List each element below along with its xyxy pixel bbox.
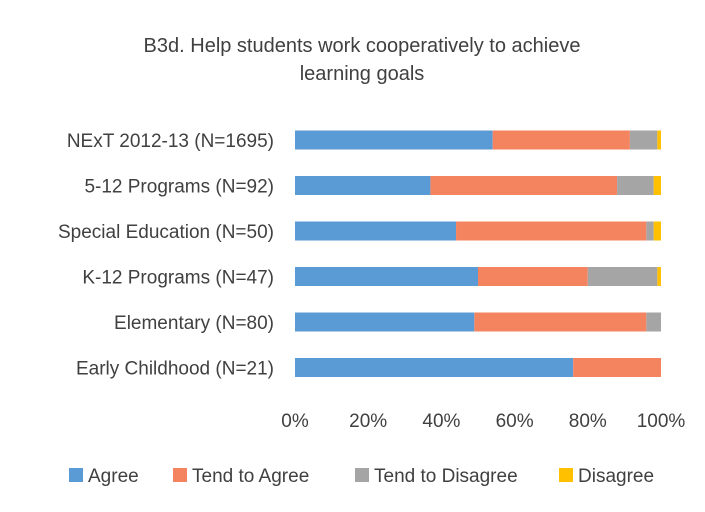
bar-tend-to-disagree bbox=[617, 176, 654, 195]
bar-tend-to-agree bbox=[430, 176, 617, 195]
x-tick-label: 40% bbox=[422, 411, 460, 432]
bar-tend-to-disagree bbox=[588, 267, 658, 286]
legend-swatch bbox=[69, 468, 83, 482]
legend-swatch bbox=[355, 468, 369, 482]
bar-disagree bbox=[657, 267, 661, 286]
bar-tend-to-disagree bbox=[646, 222, 653, 241]
category-label: NExT 2012-13 (N=1695) bbox=[67, 131, 274, 152]
category-label: Special Education (N=50) bbox=[58, 222, 274, 243]
bar-tend-to-agree bbox=[573, 358, 661, 377]
legend-label: Disagree bbox=[578, 466, 654, 487]
bar-disagree bbox=[654, 222, 661, 241]
category-axis: NExT 2012-13 (N=1695) 5-12 Programs (N=92… bbox=[58, 131, 274, 380]
x-tick-label: 100% bbox=[637, 411, 686, 432]
category-label: 5-12 Programs (N=92) bbox=[84, 177, 274, 198]
bar-agree bbox=[295, 131, 493, 150]
bar-tend-to-agree bbox=[493, 131, 630, 150]
category-label: K-12 Programs (N=47) bbox=[82, 268, 274, 289]
bar-agree bbox=[295, 267, 478, 286]
bar-tend-to-agree bbox=[456, 222, 646, 241]
bar-agree bbox=[295, 222, 456, 241]
bar-disagree bbox=[657, 131, 661, 150]
bar-disagree bbox=[654, 176, 661, 195]
legend-label: Tend to Disagree bbox=[374, 466, 518, 487]
chart-title-line-1: B3d. Help students work cooperatively to… bbox=[144, 35, 581, 57]
value-axis: 0% 20% 40% 60% 80% 100% bbox=[281, 411, 685, 432]
legend-label: Agree bbox=[88, 466, 139, 487]
legend-item-agree: Agree bbox=[69, 466, 139, 487]
x-tick-label: 20% bbox=[349, 411, 387, 432]
category-label: Elementary (N=80) bbox=[114, 313, 274, 334]
x-tick-label: 80% bbox=[569, 411, 607, 432]
x-tick-label: 0% bbox=[281, 411, 309, 432]
bar-tend-to-agree bbox=[474, 313, 646, 332]
bar-agree bbox=[295, 176, 430, 195]
legend: Agree Tend to Agree Tend to Disagree Disagr… bbox=[69, 466, 654, 487]
bar-tend-to-disagree bbox=[646, 313, 661, 332]
bar-tend-to-agree bbox=[478, 267, 588, 286]
legend-item-tend-to-disagree: Tend to Disagree bbox=[355, 466, 518, 487]
chart-title-line-2: learning goals bbox=[300, 63, 425, 85]
bar-agree bbox=[295, 313, 474, 332]
legend-swatch bbox=[559, 468, 573, 482]
chart-title: B3d. Help students work cooperatively to… bbox=[144, 35, 581, 85]
bar-agree bbox=[295, 358, 573, 377]
legend-swatch bbox=[173, 468, 187, 482]
legend-item-disagree: Disagree bbox=[559, 466, 654, 487]
x-tick-label: 60% bbox=[496, 411, 534, 432]
category-label: Early Childhood (N=21) bbox=[76, 359, 274, 380]
bar-tend-to-disagree bbox=[630, 131, 657, 150]
legend-label: Tend to Agree bbox=[192, 466, 309, 487]
legend-item-tend-to-agree: Tend to Agree bbox=[173, 466, 309, 487]
plot-area bbox=[295, 131, 661, 378]
